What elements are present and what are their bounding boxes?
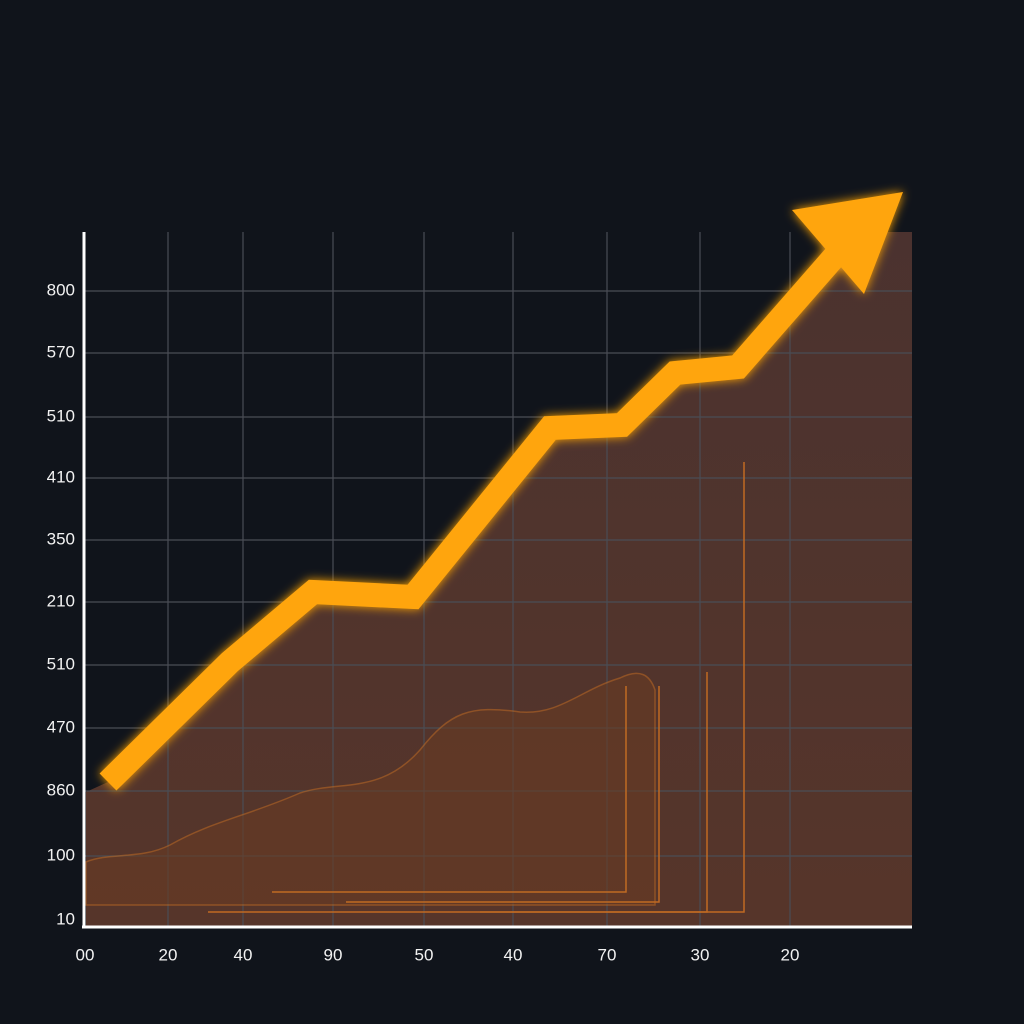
trend-arrow <box>99 192 903 791</box>
inner-area <box>85 672 656 906</box>
y-tick-label: 350 <box>47 529 75 548</box>
y-tick-label: 510 <box>47 654 75 673</box>
x-tick-label: 90 <box>324 945 343 964</box>
y-tick-label: 860 <box>47 780 75 799</box>
x-tick-label: 30 <box>691 945 710 964</box>
x-tick-label: 20 <box>781 945 800 964</box>
x-tick-label: 40 <box>234 945 253 964</box>
y-tick-label: 470 <box>47 717 75 736</box>
y-tick-label: 570 <box>47 342 75 361</box>
inner-lines <box>208 462 745 913</box>
x-tick-label: 50 <box>415 945 434 964</box>
x-tick-label: 70 <box>598 945 617 964</box>
x-tick-label: 20 <box>159 945 178 964</box>
x-tick-label: 00 <box>76 945 95 964</box>
y-tick-label: 510 <box>47 406 75 425</box>
y-tick-label: 800 <box>47 280 75 299</box>
y-tick-label: 410 <box>47 467 75 486</box>
y-tick-label: 210 <box>47 591 75 610</box>
area-fill <box>86 232 912 926</box>
y-tick-label: 10 <box>56 909 75 928</box>
x-tick-label: 40 <box>504 945 523 964</box>
y-tick-label: 100 <box>47 845 75 864</box>
